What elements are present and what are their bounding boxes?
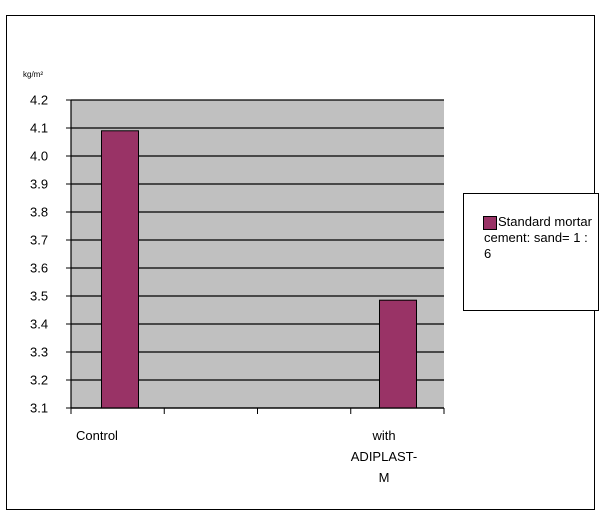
y-tick-label: 3.9 xyxy=(30,177,48,192)
y-tick-label: 3.8 xyxy=(30,205,48,220)
x-category-label: M xyxy=(379,470,390,485)
y-tick-label: 3.6 xyxy=(30,261,48,276)
y-tick-label: 4.1 xyxy=(30,121,48,136)
y-tick-label: 3.1 xyxy=(30,401,48,416)
y-tick-label: 3.4 xyxy=(30,317,48,332)
y-tick-label: 3.5 xyxy=(30,289,48,304)
legend: Standard mortar cement: sand= 1 : 6 xyxy=(463,193,599,311)
bar xyxy=(380,300,417,408)
x-category-label: with xyxy=(371,428,395,443)
x-category-label: ADIPLAST- xyxy=(351,449,417,464)
bar xyxy=(102,131,139,408)
x-category-label: Control xyxy=(76,428,118,443)
y-tick-label: 3.2 xyxy=(30,373,48,388)
legend-series-label: Standard mortar cement: sand= 1 : 6 xyxy=(484,214,598,262)
y-tick-label: 4.2 xyxy=(30,93,48,108)
y-tick-label: 3.3 xyxy=(30,345,48,360)
y-tick-label: 3.7 xyxy=(30,233,48,248)
y-tick-label: 4.0 xyxy=(30,149,48,164)
